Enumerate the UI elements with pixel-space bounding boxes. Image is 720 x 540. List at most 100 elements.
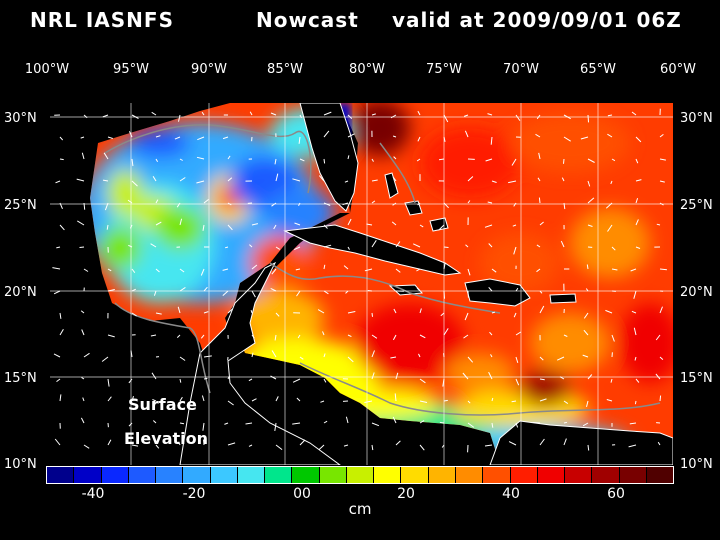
current-vector bbox=[418, 353, 421, 358]
current-vector bbox=[371, 113, 376, 116]
current-vector bbox=[489, 331, 493, 336]
current-vector bbox=[587, 444, 590, 451]
current-vector bbox=[419, 308, 422, 314]
current-vector bbox=[443, 262, 446, 270]
current-vector bbox=[582, 422, 589, 427]
current-vector bbox=[611, 246, 616, 251]
current-vector bbox=[611, 334, 615, 342]
current-vector bbox=[323, 224, 328, 229]
current-vector bbox=[611, 268, 618, 271]
current-vector bbox=[323, 111, 332, 116]
current-vector bbox=[155, 199, 159, 204]
current-vector bbox=[248, 444, 253, 447]
current-vector bbox=[605, 309, 613, 314]
current-vector bbox=[515, 422, 519, 428]
current-vector bbox=[586, 264, 589, 270]
current-vector bbox=[131, 180, 138, 187]
current-vector bbox=[107, 378, 110, 387]
current-vector bbox=[443, 114, 449, 123]
current-vector bbox=[179, 378, 182, 383]
current-vector bbox=[83, 202, 86, 210]
current-vector bbox=[275, 444, 283, 450]
current-vector bbox=[535, 133, 541, 138]
current-vector bbox=[251, 264, 258, 270]
current-vector bbox=[131, 395, 134, 402]
colorbar-tick: 00 bbox=[293, 486, 311, 502]
current-vector bbox=[155, 312, 162, 315]
current-vector bbox=[539, 398, 547, 402]
current-vector bbox=[395, 268, 401, 273]
current-vector bbox=[53, 353, 61, 358]
current-vector bbox=[322, 331, 325, 336]
current-vector bbox=[275, 173, 279, 182]
current-vector bbox=[201, 395, 205, 402]
current-vector bbox=[79, 246, 85, 248]
current-vector bbox=[416, 287, 421, 292]
current-vector bbox=[299, 158, 305, 162]
current-vector bbox=[487, 201, 493, 204]
current-vector bbox=[323, 264, 326, 270]
current-vector bbox=[76, 178, 85, 182]
current-vector bbox=[635, 179, 642, 182]
current-vector bbox=[391, 221, 397, 226]
current-vector bbox=[299, 114, 302, 119]
current-vector bbox=[635, 198, 639, 204]
current-vector bbox=[52, 267, 61, 270]
current-vector bbox=[347, 246, 350, 250]
current-vector bbox=[248, 378, 253, 382]
current-vector bbox=[607, 114, 613, 117]
current-vector bbox=[392, 202, 397, 206]
current-vector bbox=[297, 334, 301, 339]
current-vector bbox=[563, 158, 565, 164]
current-vector bbox=[635, 246, 641, 249]
current-vector bbox=[371, 312, 373, 317]
current-vector bbox=[203, 286, 208, 292]
current-vector bbox=[659, 202, 664, 206]
current-vector bbox=[130, 350, 133, 358]
current-vector bbox=[631, 111, 637, 116]
current-vector bbox=[655, 334, 661, 341]
model-name: NRL IASNFS bbox=[30, 8, 174, 32]
current-vector bbox=[532, 421, 541, 424]
current-vector bbox=[585, 288, 589, 292]
current-vector bbox=[222, 268, 229, 271]
current-vector bbox=[323, 244, 332, 248]
current-vector bbox=[203, 439, 205, 446]
current-vector bbox=[607, 224, 613, 232]
current-vector bbox=[82, 397, 85, 402]
current-vector bbox=[155, 221, 162, 226]
current-vector bbox=[657, 441, 661, 446]
current-vector bbox=[371, 350, 375, 358]
current-vector bbox=[179, 218, 183, 226]
current-vector bbox=[176, 202, 181, 208]
current-vector bbox=[83, 268, 89, 272]
current-vector bbox=[419, 334, 426, 339]
current-vector bbox=[462, 372, 469, 380]
current-vector bbox=[491, 311, 496, 314]
colorbar-swatch bbox=[265, 467, 293, 483]
current-vector bbox=[634, 356, 637, 361]
current-vector bbox=[345, 290, 349, 294]
current-vector bbox=[491, 180, 497, 183]
current-vector bbox=[563, 400, 569, 405]
current-vector bbox=[655, 373, 661, 380]
current-vector bbox=[318, 444, 325, 451]
current-vector bbox=[536, 244, 541, 248]
current-vector bbox=[80, 417, 85, 424]
current-vector bbox=[561, 177, 565, 182]
current-vector bbox=[318, 175, 325, 182]
current-vector bbox=[296, 290, 301, 297]
current-vector bbox=[484, 444, 493, 447]
current-vector bbox=[491, 268, 497, 273]
current-vector bbox=[635, 219, 639, 226]
current-vector bbox=[390, 356, 397, 359]
current-vector bbox=[491, 397, 494, 402]
current-vector bbox=[371, 179, 378, 182]
current-vector bbox=[395, 372, 399, 380]
field-label-surface: Surface bbox=[128, 395, 197, 414]
lat-label-15n: 15°N bbox=[4, 371, 37, 386]
current-vector bbox=[366, 223, 373, 226]
current-vector bbox=[371, 422, 380, 427]
colorbar-swatch bbox=[210, 467, 238, 483]
current-vector bbox=[102, 179, 109, 182]
